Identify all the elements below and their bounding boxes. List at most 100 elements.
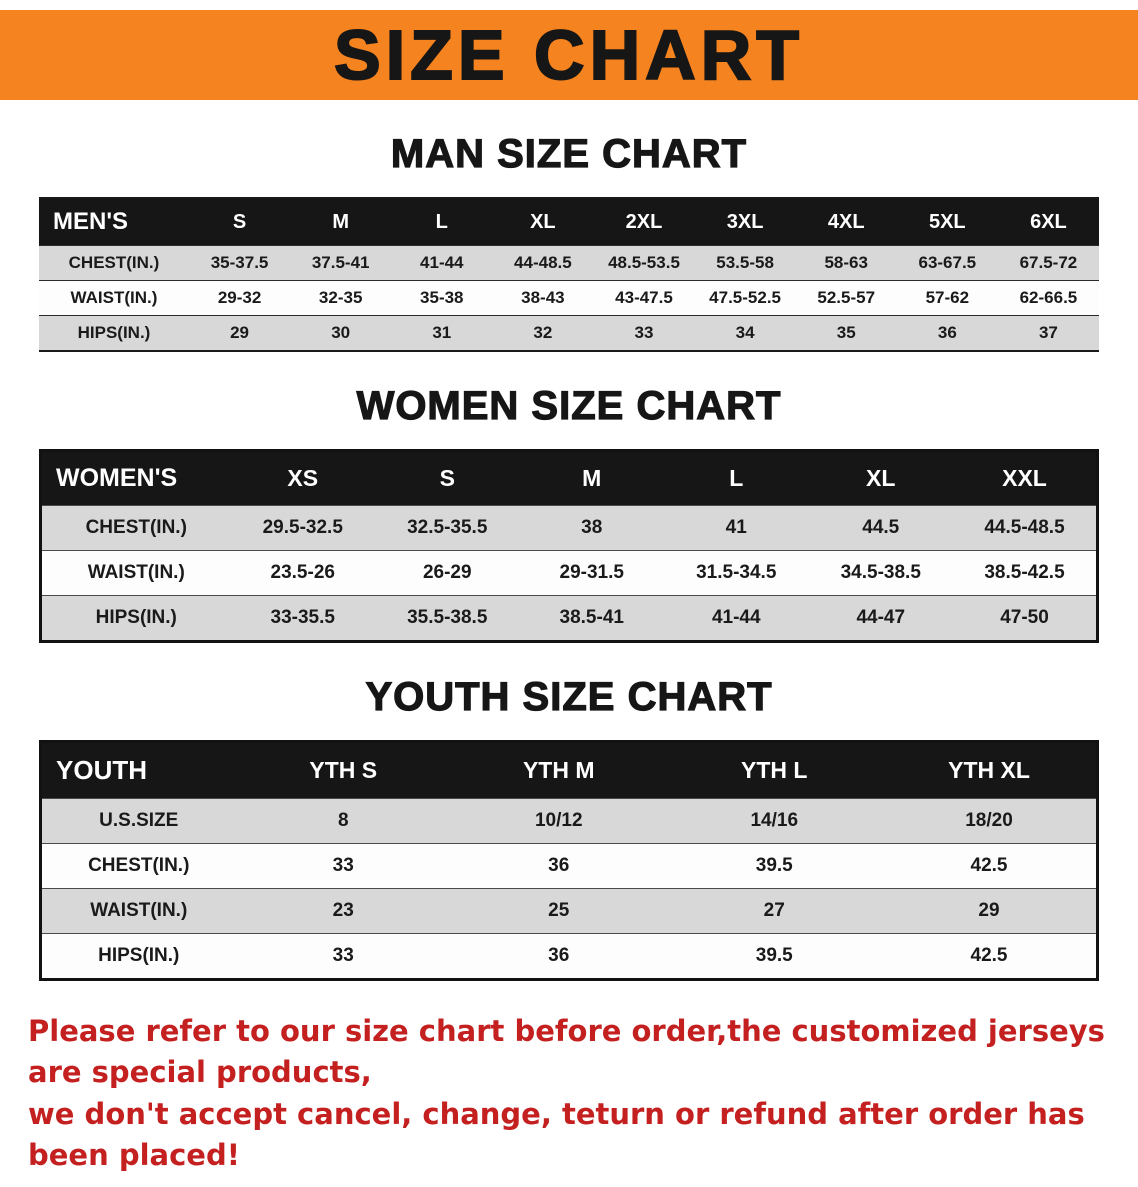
size-header-cell: 2XL [593, 198, 695, 246]
row-label-cell: HIPS(IN.) [39, 315, 189, 351]
size-header-cell: M [290, 198, 392, 246]
youth-section-heading: YOUTH SIZE CHART [365, 674, 773, 719]
value-cell: 36 [451, 933, 667, 980]
size-header-cell: YTH M [451, 741, 667, 799]
row-label-cell: HIPS(IN.) [40, 595, 231, 642]
value-cell: 39.5 [666, 933, 882, 980]
size-header-cell: L [664, 450, 809, 506]
table-row: HIPS(IN.) 29 30 31 32 33 34 35 36 37 [39, 315, 1099, 351]
value-cell: 38-43 [492, 280, 594, 316]
size-header-cell: S [189, 198, 291, 246]
size-header-cell: XS [230, 450, 375, 506]
value-cell: 31.5-34.5 [664, 550, 809, 596]
size-chart-page: SIZE CHART MAN SIZE CHART MEN'S S M L XL 2XL 3… [0, 10, 1138, 1175]
value-cell: 35 [795, 315, 897, 351]
value-cell: 8 [235, 798, 451, 844]
value-cell: 33 [235, 933, 451, 980]
size-header-cell: YTH S [235, 741, 451, 799]
women-section: WOMEN SIZE CHART WOMEN'S XS S M L XL XXL CHEST(… [0, 383, 1138, 643]
youth-size-table: YOUTH YTH S YTH M YTH L YTH XL U.S.SIZE 8 10/12… [39, 740, 1099, 981]
value-cell: 38.5-41 [519, 595, 664, 642]
value-cell: 35.5-38.5 [375, 595, 520, 642]
value-cell: 47.5-52.5 [694, 280, 796, 316]
value-cell: 43-47.5 [593, 280, 695, 316]
value-cell: 31 [391, 315, 493, 351]
value-cell: 37 [997, 315, 1099, 351]
value-cell: 29-32 [189, 280, 291, 316]
size-header-cell: L [391, 198, 493, 246]
value-cell: 32-35 [290, 280, 392, 316]
table-title-cell: MEN'S [39, 198, 189, 246]
value-cell: 42.5 [882, 933, 1098, 980]
size-header-cell: 6XL [997, 198, 1099, 246]
value-cell: 25 [451, 888, 667, 934]
row-label-cell: WAIST(IN.) [40, 550, 231, 596]
size-header-cell: XL [492, 198, 594, 246]
value-cell: 44-47 [808, 595, 953, 642]
row-label-cell: WAIST(IN.) [39, 280, 189, 316]
value-cell: 34.5-38.5 [808, 550, 953, 596]
value-cell: 58-63 [795, 245, 897, 281]
table-row: CHEST(IN.) 29.5-32.5 32.5-35.5 38 41 44.5 44.5… [40, 505, 1098, 551]
value-cell: 23 [235, 888, 451, 934]
value-cell: 29.5-32.5 [230, 505, 375, 551]
value-cell: 41 [664, 505, 809, 551]
row-label-cell: CHEST(IN.) [40, 843, 236, 889]
size-header-cell: M [519, 450, 664, 506]
value-cell: 41-44 [664, 595, 809, 642]
value-cell: 14/16 [666, 798, 882, 844]
row-label-cell: HIPS(IN.) [40, 933, 236, 980]
value-cell: 63-67.5 [896, 245, 998, 281]
page-title: SIZE CHART [333, 16, 804, 94]
value-cell: 44.5 [808, 505, 953, 551]
size-header-cell: S [375, 450, 520, 506]
value-cell: 44-48.5 [492, 245, 594, 281]
value-cell: 35-38 [391, 280, 493, 316]
men-size-table: MEN'S S M L XL 2XL 3XL 4XL 5XL 6XL CHEST(IN.) 35-37… [39, 197, 1099, 352]
row-label-cell: WAIST(IN.) [40, 888, 236, 934]
value-cell: 23.5-26 [230, 550, 375, 596]
value-cell: 32 [492, 315, 594, 351]
value-cell: 29 [189, 315, 291, 351]
value-cell: 57-62 [896, 280, 998, 316]
table-row: WAIST(IN.) 29-32 32-35 35-38 38-43 43-47.5 47.… [39, 280, 1099, 316]
value-cell: 36 [896, 315, 998, 351]
table-row: WAIST(IN.) 23.5-26 26-29 29-31.5 31.5-34.5 34… [40, 550, 1098, 596]
disclaimer-line-1: Please refer to our size chart before or… [28, 1014, 1105, 1089]
value-cell: 30 [290, 315, 392, 351]
value-cell: 10/12 [451, 798, 667, 844]
size-header-row: YOUTH YTH S YTH M YTH L YTH XL [40, 741, 1098, 799]
value-cell: 27 [666, 888, 882, 934]
value-cell: 53.5-58 [694, 245, 796, 281]
men-section: MAN SIZE CHART MEN'S S M L XL 2XL 3XL 4XL 5XL 6XL… [0, 131, 1138, 352]
row-label-cell: CHEST(IN.) [40, 505, 231, 551]
value-cell: 48.5-53.5 [593, 245, 695, 281]
value-cell: 32.5-35.5 [375, 505, 520, 551]
value-cell: 35-37.5 [189, 245, 291, 281]
size-header-cell: 3XL [694, 198, 796, 246]
disclaimer: Please refer to our size chart before or… [0, 1011, 1138, 1175]
value-cell: 33-35.5 [230, 595, 375, 642]
table-row: HIPS(IN.) 33 36 39.5 42.5 [40, 933, 1098, 980]
banner: SIZE CHART [0, 10, 1138, 100]
value-cell: 38.5-42.5 [953, 550, 1098, 596]
size-header-row: MEN'S S M L XL 2XL 3XL 4XL 5XL 6XL [39, 198, 1099, 246]
table-title-cell: WOMEN'S [40, 450, 231, 506]
value-cell: 18/20 [882, 798, 1098, 844]
size-header-cell: XXL [953, 450, 1098, 506]
table-row: CHEST(IN.) 33 36 39.5 42.5 [40, 843, 1098, 889]
table-row: HIPS(IN.) 33-35.5 35.5-38.5 38.5-41 41-44 44-… [40, 595, 1098, 642]
table-title-cell: YOUTH [40, 741, 236, 799]
value-cell: 29-31.5 [519, 550, 664, 596]
women-size-table: WOMEN'S XS S M L XL XXL CHEST(IN.) 29.5-32.5 32.5… [39, 449, 1099, 643]
row-label-cell: CHEST(IN.) [39, 245, 189, 281]
value-cell: 33 [235, 843, 451, 889]
size-header-cell: YTH L [666, 741, 882, 799]
size-header-row: WOMEN'S XS S M L XL XXL [40, 450, 1098, 506]
table-row: CHEST(IN.) 35-37.5 37.5-41 41-44 44-48.5 48.5… [39, 245, 1099, 281]
size-header-cell: XL [808, 450, 953, 506]
value-cell: 62-66.5 [997, 280, 1099, 316]
value-cell: 26-29 [375, 550, 520, 596]
value-cell: 52.5-57 [795, 280, 897, 316]
size-header-cell: YTH XL [882, 741, 1098, 799]
